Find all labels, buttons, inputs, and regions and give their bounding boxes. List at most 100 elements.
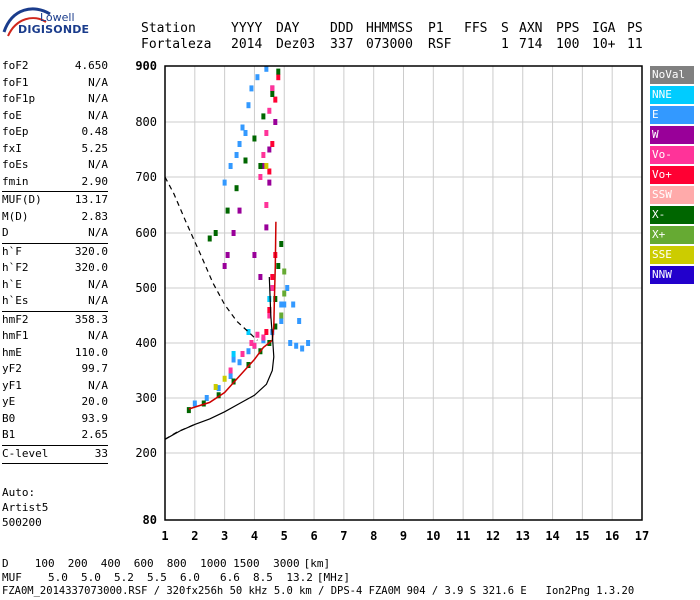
echo-mark [252, 252, 257, 258]
header-label: Station [141, 21, 196, 36]
echo-mark [234, 152, 239, 158]
legend-item: SSE [650, 246, 694, 264]
echo-mark [249, 85, 254, 92]
plot-frame [164, 65, 643, 521]
echo-mark [246, 348, 251, 355]
header-value: 100 [556, 37, 580, 52]
echo-mark [267, 168, 272, 175]
param-row: B1 2.65 [2, 427, 108, 444]
header-value: 2014 [231, 37, 263, 52]
footer-value: 6.0 [180, 571, 200, 584]
echo-mark [243, 130, 248, 136]
param-label: h`E [2, 277, 22, 291]
footer-value: 400 [100, 557, 121, 570]
x-tick-label: 15 [575, 529, 589, 543]
param-label: h`Es [2, 294, 29, 307]
legend-item: NNE [650, 86, 694, 104]
echo-mark [258, 163, 263, 169]
echo-mark [279, 241, 284, 247]
echo-marks [186, 65, 311, 414]
echo-mark [252, 135, 257, 142]
header-value: 337 [330, 37, 354, 52]
autoscaling-info: Auto: Artist5 500200 [2, 485, 48, 530]
legend-item: Vo+ [650, 166, 694, 184]
echo-mark [264, 130, 269, 136]
echo-mark [246, 102, 251, 109]
echo-mark [237, 359, 242, 366]
echo-mark [222, 263, 227, 269]
header-value: 10+ [592, 37, 616, 52]
echo-mark [291, 301, 296, 308]
y-tick-label: 800 [135, 115, 157, 129]
param-label: h`F [2, 244, 22, 258]
echo-mark [228, 163, 233, 169]
echo-mark [270, 285, 275, 291]
echo-mark [246, 329, 251, 335]
param-row: yE 20.0 [2, 394, 108, 411]
legend-item: X- [650, 206, 694, 224]
y-tick-label: 400 [135, 336, 157, 350]
echo-mark [273, 296, 278, 302]
param-value: 2.90 [81, 174, 109, 188]
param-label: yE [2, 395, 16, 408]
echo-mark [228, 367, 233, 374]
echo-mark [261, 334, 266, 341]
param-row: C-level 33 [2, 446, 108, 463]
auto-program: Artist5 [2, 501, 49, 514]
x-tick-label: 10 [426, 529, 440, 543]
param-label: yF2 [2, 362, 22, 375]
param-row: D N/A [2, 225, 108, 242]
echo-mark [222, 375, 227, 382]
echo-mark [273, 96, 278, 103]
footer-value: 6.6 [220, 571, 240, 584]
legend-item: NNW [650, 266, 694, 284]
footer-value: 800 [166, 557, 187, 570]
param-value: 320.0 [74, 261, 108, 274]
param-label: B1 [2, 428, 16, 441]
auto-code: 500200 [2, 516, 42, 529]
footer-value: 200 [67, 557, 88, 570]
param-value: 110.0 [74, 345, 108, 359]
header-label: FFS [464, 21, 488, 36]
echo-mark [264, 163, 269, 169]
x-tick-label: 8 [370, 529, 377, 543]
profile-line [164, 276, 275, 440]
echo-mark [270, 274, 275, 280]
logo-swoosh-icon [2, 7, 51, 37]
echo-mark [228, 373, 233, 379]
echo-mark [285, 285, 290, 291]
param-value: N/A [88, 158, 108, 171]
y-tick-label: 300 [135, 391, 157, 405]
param-value: 99.7 [81, 362, 109, 375]
param-row: yF1 N/A [2, 378, 108, 395]
footer-value: 8.5 [253, 571, 273, 584]
echo-mark [279, 312, 284, 319]
param-separator [2, 444, 108, 446]
param-label: fxI [2, 141, 22, 155]
echo-mark [264, 224, 269, 231]
echo-mark [282, 301, 287, 308]
footer-file-info: FZA0M_2014337073000.RSF / 320fx256h 50 k… [2, 585, 635, 597]
param-value: 320.0 [74, 244, 108, 258]
param-value: 93.9 [81, 411, 109, 425]
param-value: N/A [88, 277, 108, 291]
echo-mark [282, 268, 287, 275]
param-value: N/A [88, 226, 108, 239]
echo-mark [213, 384, 218, 390]
param-label: hmE [2, 345, 22, 359]
parameter-panel: foF2 4.650 foF1 N/A foF1p N/A foE N/A foEp 0.48 fx… [2, 58, 108, 464]
echo-mark [258, 174, 263, 180]
header-value: 073000 [366, 37, 413, 52]
param-label: foF2 [2, 59, 29, 72]
x-tick-label: 16 [605, 529, 619, 543]
y-tick-label: 80 [143, 513, 157, 527]
echo-mark [264, 202, 269, 208]
echo-mark [264, 65, 269, 72]
muf-label: MUF [2, 571, 22, 584]
d-unit: [km] [303, 557, 331, 570]
echo-mark [261, 163, 266, 169]
header-label: S [501, 21, 509, 36]
header-value: Dez03 [276, 37, 316, 52]
param-value: 4.650 [74, 59, 108, 72]
